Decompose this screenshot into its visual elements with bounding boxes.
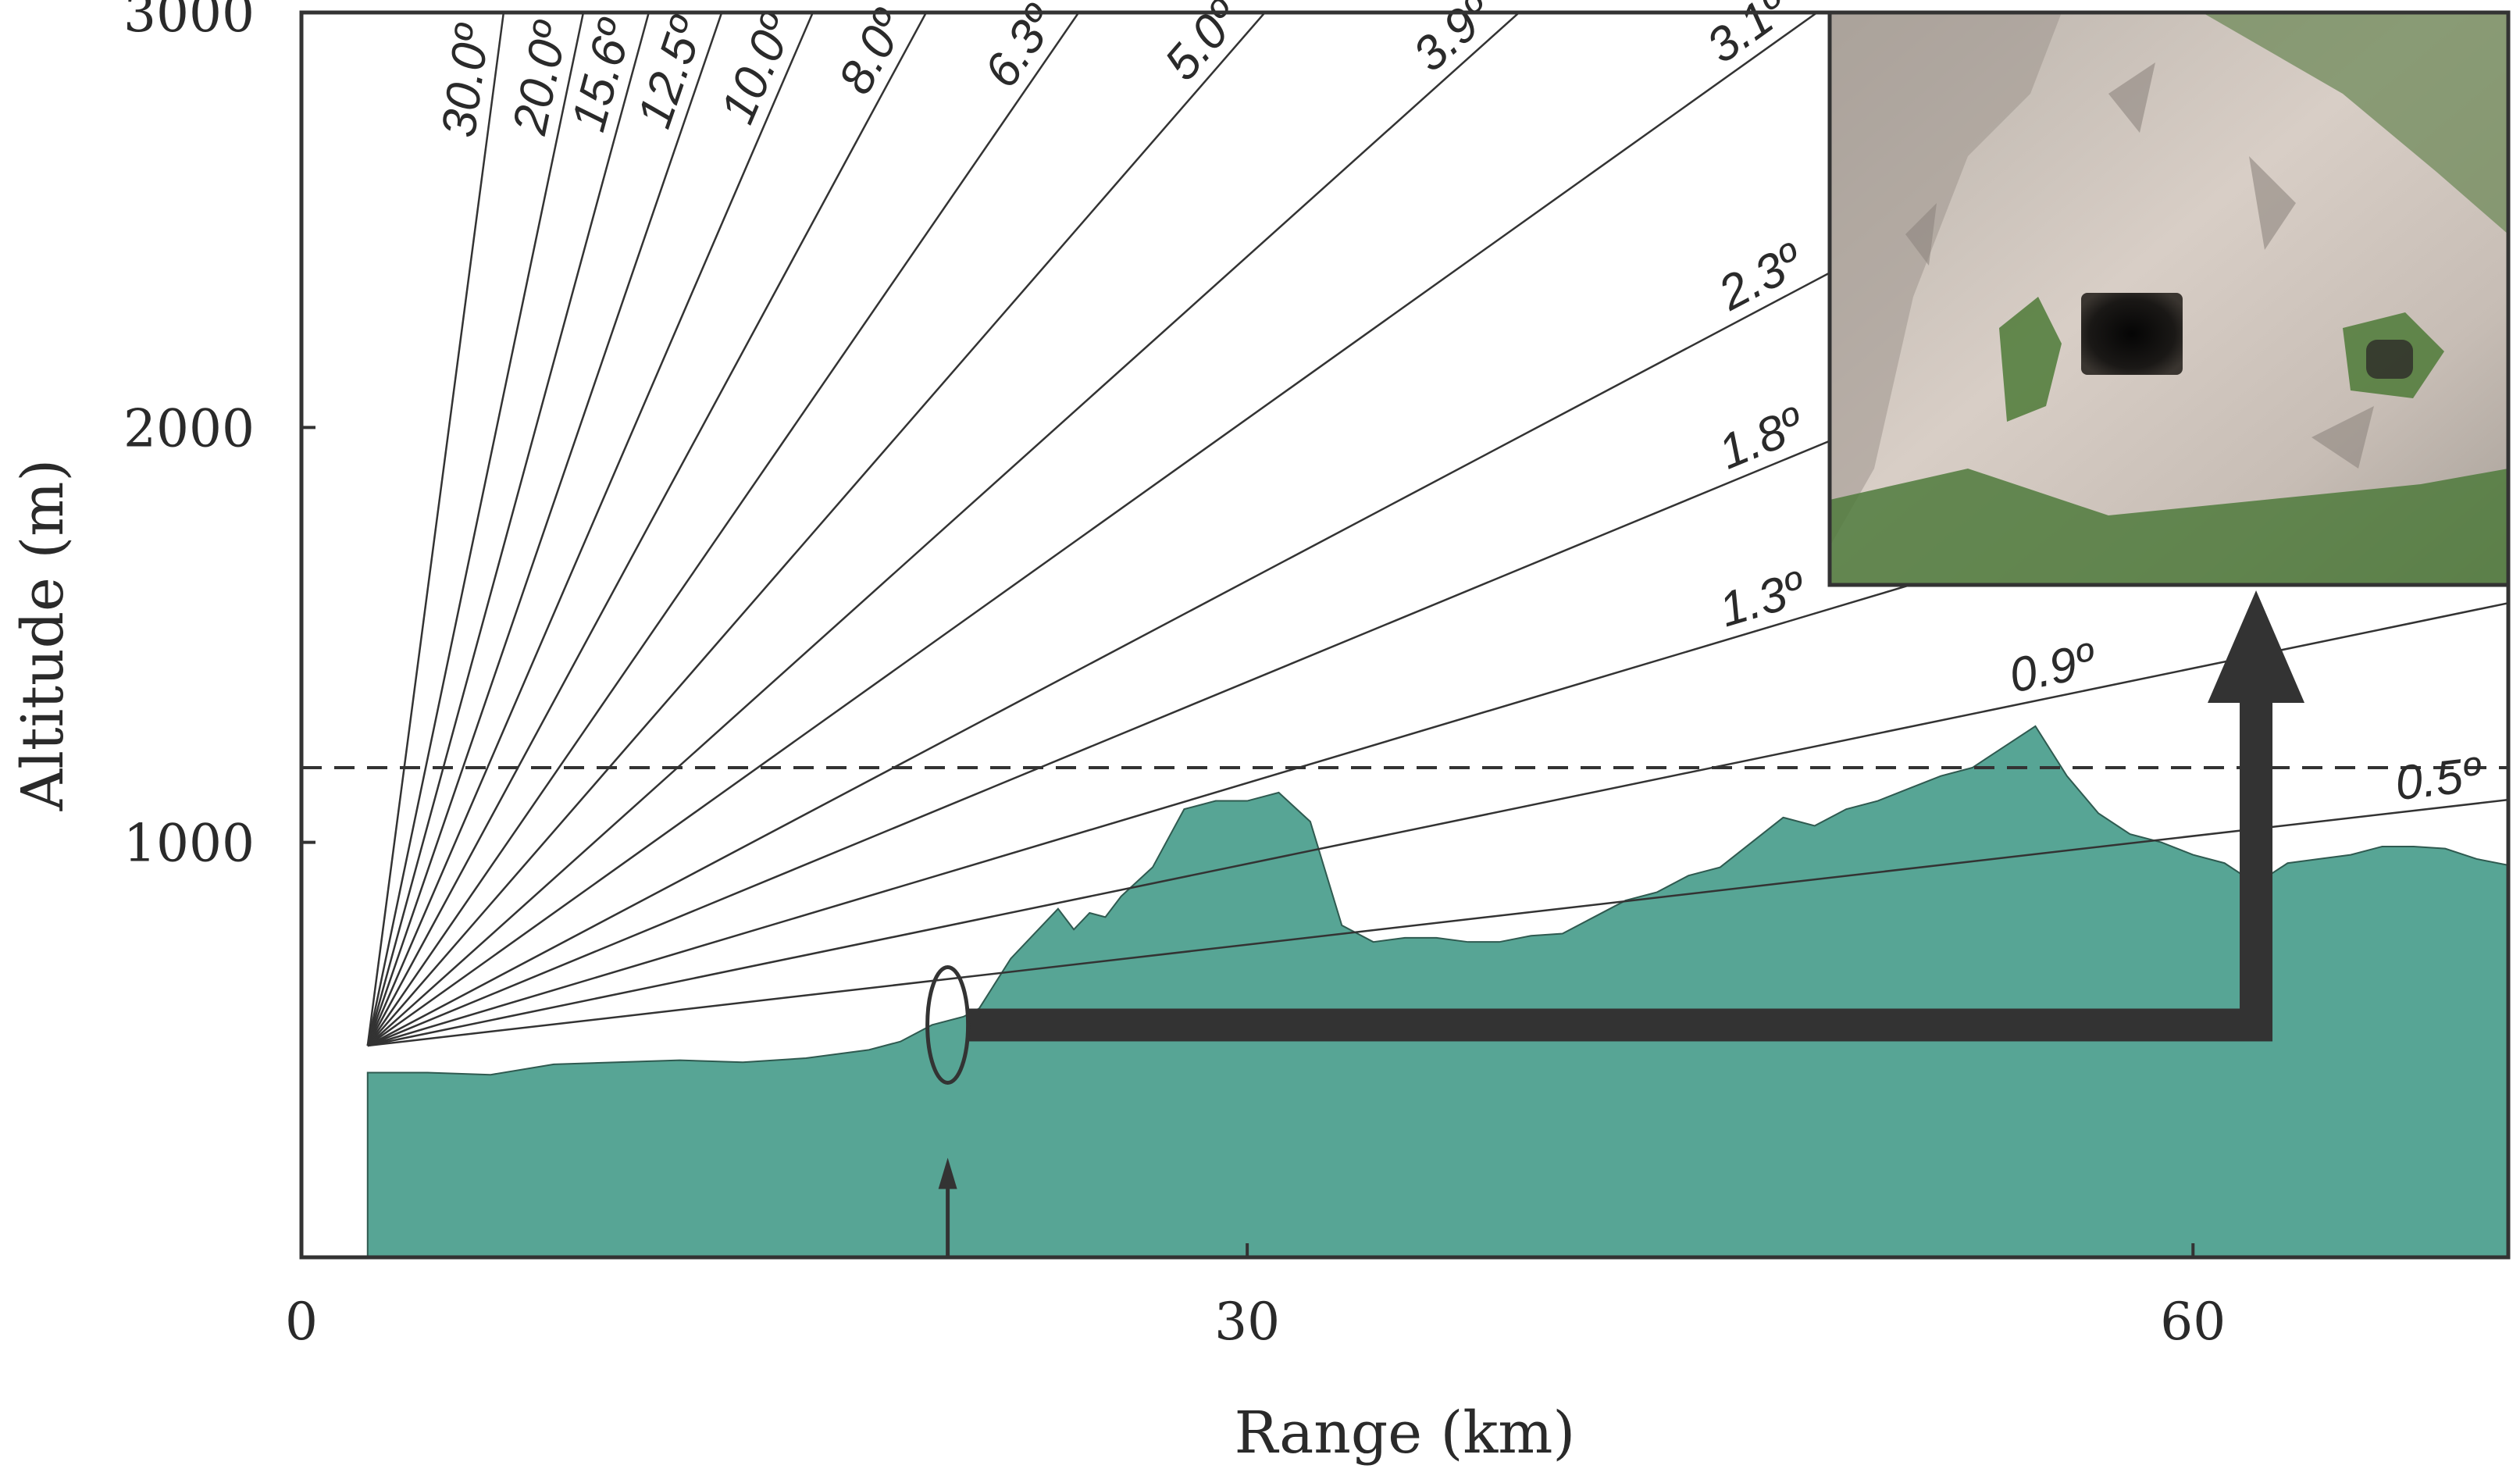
elevation-ray-label: 0.5º	[2393, 747, 2485, 811]
x-axis-label: Range (km)	[1235, 1399, 1576, 1467]
terrain-profile-area	[366, 725, 2508, 1257]
cave-photo-inset	[1827, 10, 2511, 587]
location-marker-ellipse	[925, 964, 971, 1085]
plot-frame	[299, 10, 2511, 1260]
elevation-ray-label: 1.8º	[1711, 397, 1812, 479]
y-tick-label: 2000	[123, 398, 255, 458]
x-tick-label: 30	[1214, 1292, 1280, 1352]
x-tick-label: 60	[2160, 1292, 2226, 1352]
elevation-ray	[366, 12, 814, 1046]
elevation-ray	[367, 12, 1820, 1047]
elevation-ray	[366, 12, 1521, 1046]
vegetation-left-of-cave	[1999, 297, 2062, 422]
y-axis-ticks: 1000 2000 3000	[123, 0, 315, 874]
callout-thick-connector-line	[968, 703, 2273, 1042]
elevation-ray	[366, 12, 928, 1046]
elevation-ray	[366, 12, 585, 1046]
elevation-ray	[366, 12, 723, 1046]
cave-opening	[2081, 293, 2183, 375]
callout-connector	[925, 590, 2305, 1257]
y-tick-label: 3000	[123, 0, 255, 44]
rock-cracks	[1905, 62, 2374, 469]
vegetation-top-right	[2202, 12, 2508, 234]
location-marker-arrowhead	[938, 1157, 957, 1189]
x-axis-ticks: 0 30 60	[285, 1243, 2226, 1352]
vegetation-bottom	[1830, 469, 2508, 585]
elevation-ray-label: 8.0º	[829, 1, 918, 103]
elevation-ray-label: 1.3º	[1713, 561, 1812, 637]
elevation-ray	[366, 12, 1080, 1046]
elevation-ray	[367, 601, 2508, 1047]
callout-arrowhead	[2208, 590, 2305, 703]
elevation-ray	[367, 12, 2325, 1047]
elevation-ray	[367, 798, 2508, 1047]
elevation-ray-label: 10.0º	[711, 5, 805, 131]
y-tick-label: 1000	[123, 814, 255, 874]
elevation-rays	[366, 12, 2508, 1047]
elevation-ray-label: 0.9º	[2005, 633, 2101, 704]
elevation-ray	[367, 405, 2508, 1047]
elevation-ray	[366, 12, 505, 1046]
elevation-ray	[366, 12, 1267, 1046]
elevation-ray-label: 2.3º	[1709, 233, 1812, 321]
cliff-shadow-left	[1830, 12, 2062, 547]
x-tick-label: 0	[285, 1292, 318, 1352]
y-axis-label: Altitude (m)	[9, 459, 77, 812]
elevation-ray	[366, 12, 650, 1046]
elevation-ray	[367, 159, 2508, 1047]
small-cave-opening	[2366, 340, 2413, 379]
